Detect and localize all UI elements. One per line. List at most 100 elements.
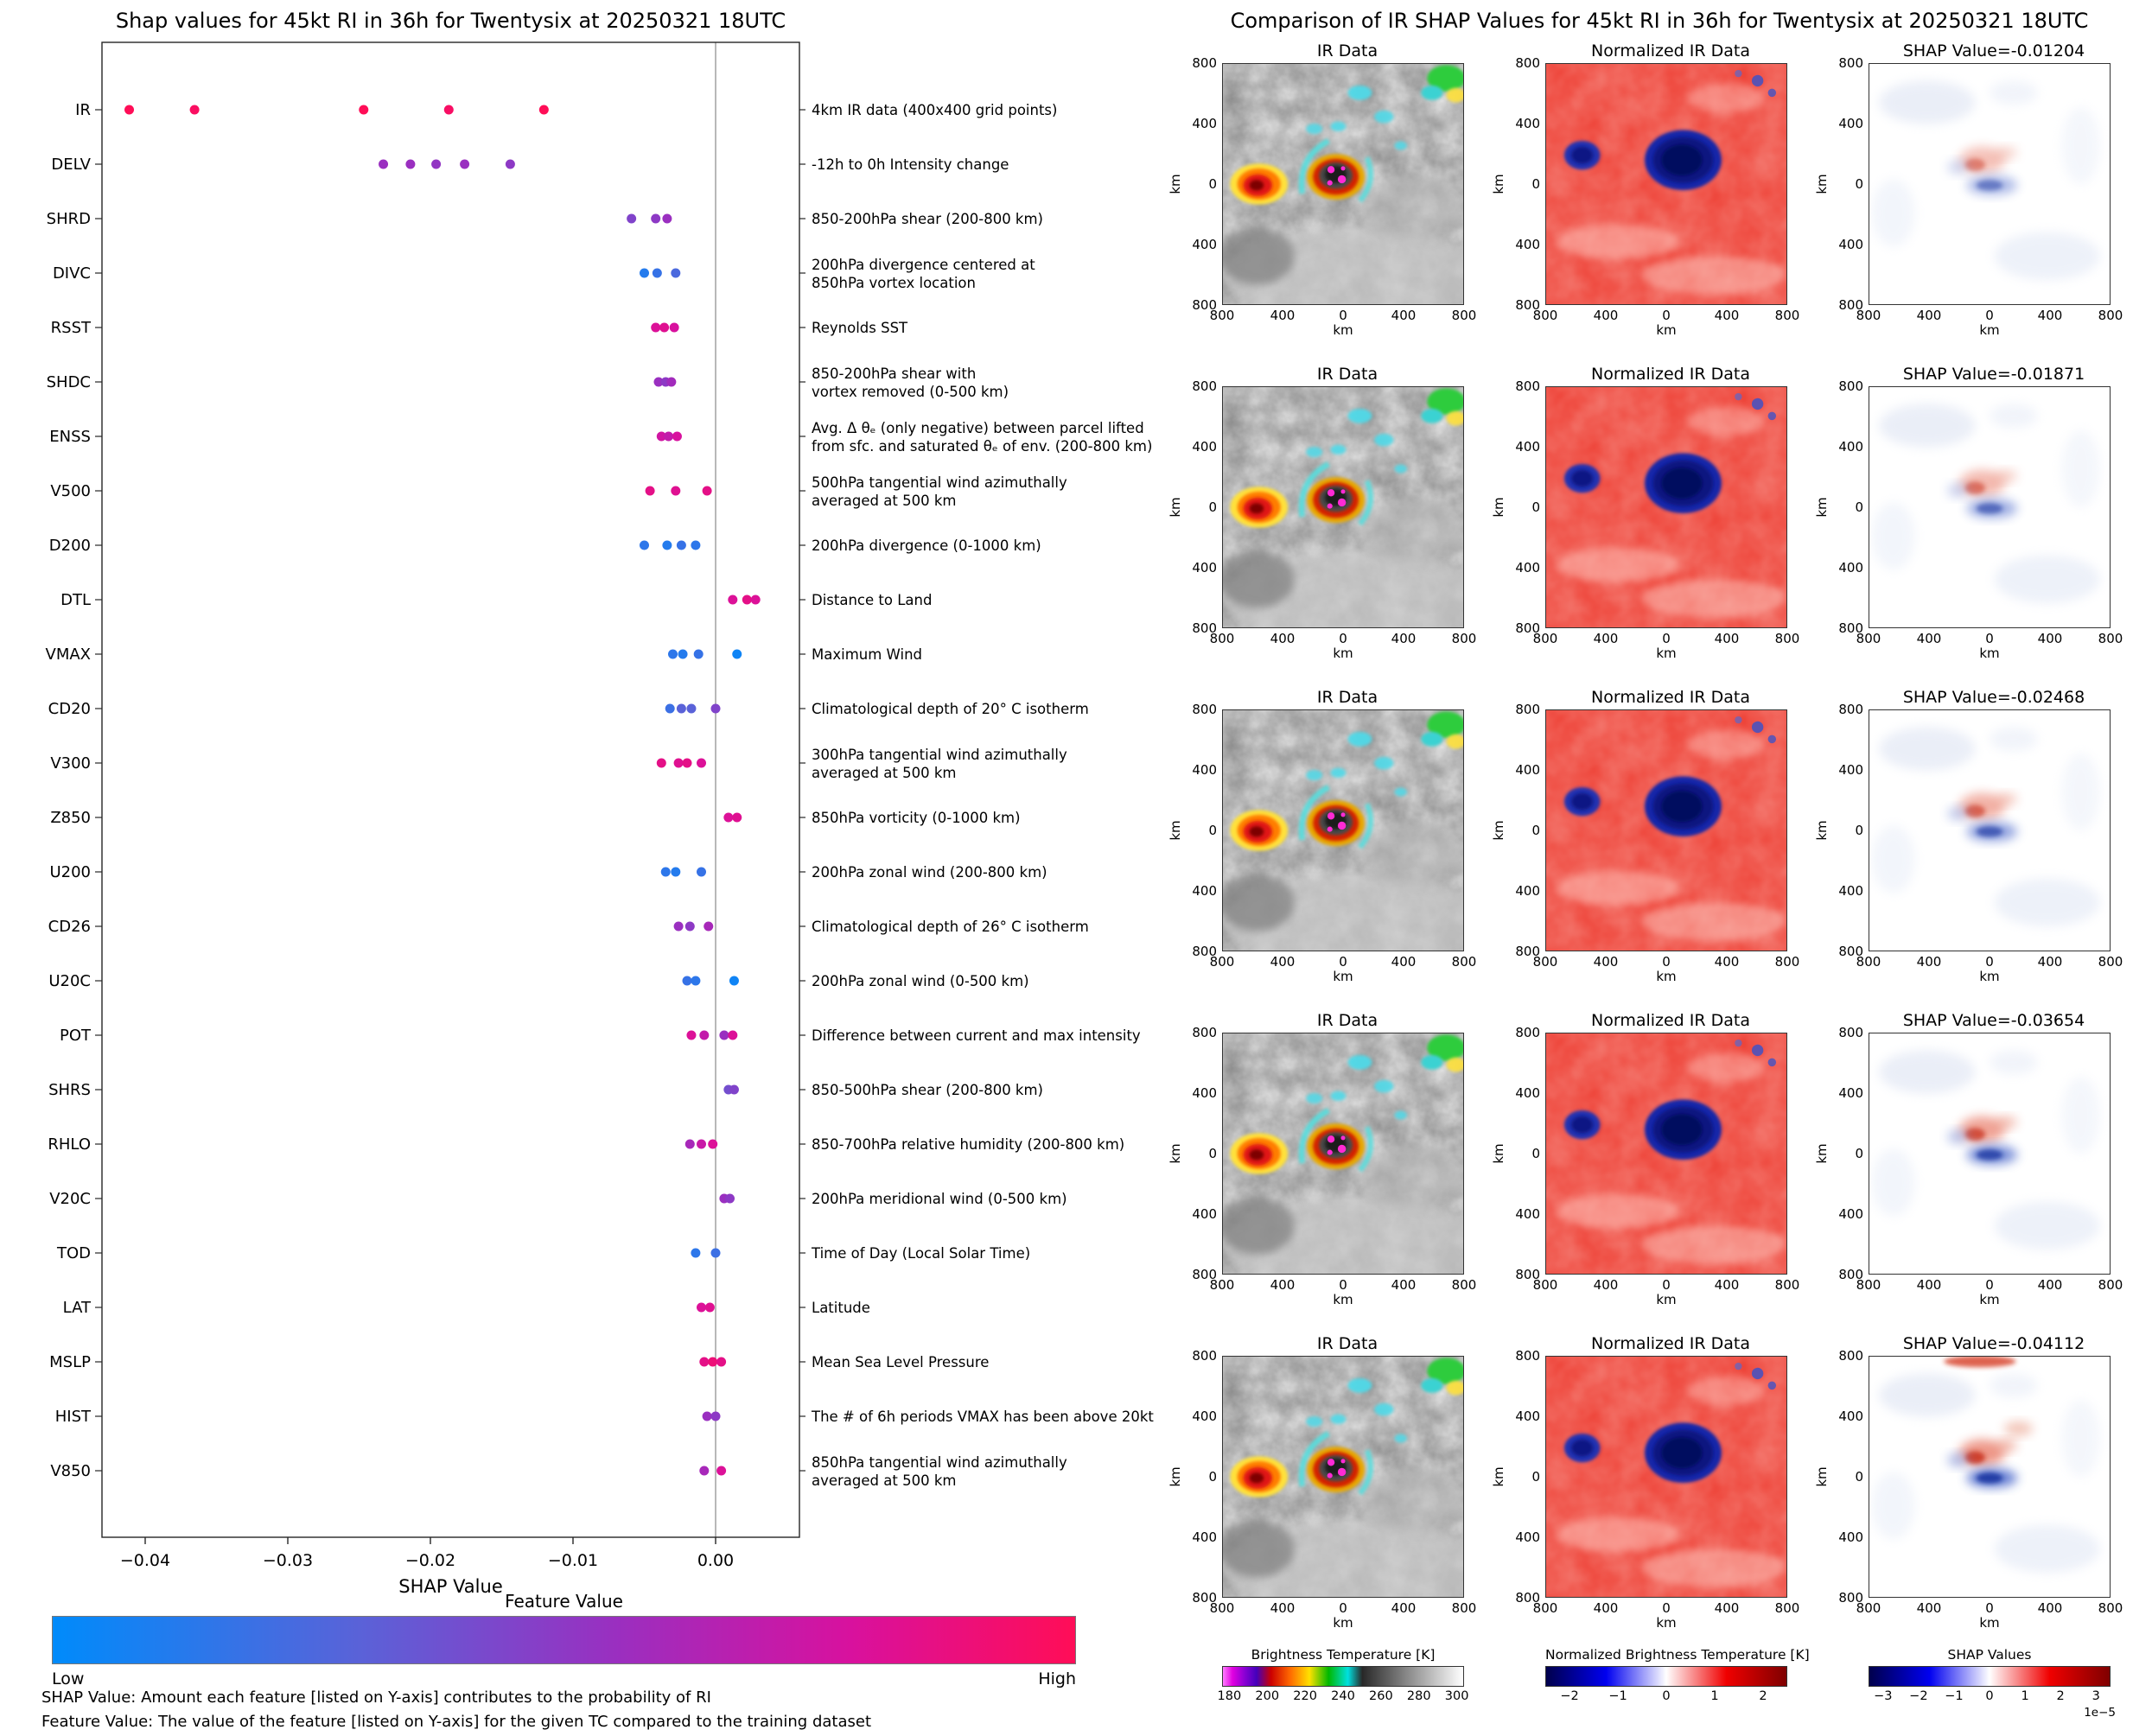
y-tick-label: 0 [1208,1469,1217,1485]
shap-map-cell: SHAP Value=-0.02468 km 800 400 0 400 800 800 40… [1813,688,2136,985]
map-grid: IR Data km 800 400 0 400 800 800 400 0 400 800 km No… [1167,41,2136,1631]
shap-point [124,105,135,115]
x-tick-row: 800 400 0 400 800 [1210,951,1477,970]
shap-point [359,105,369,115]
normalized-ir-map-cell: Normalized IR Data km 800 400 0 400 800 800 400… [1490,1334,1813,1631]
shap-point [723,812,734,823]
colorbar-low-label: Low [52,1669,85,1688]
y-tick-label: 400 [1838,762,1863,778]
x-tick-label: 400 [1714,1277,1740,1293]
x-axis-label: km [1333,1615,1353,1631]
feature-value-colorbar [52,1616,1076,1664]
shap-map-cell: SHAP Value=-0.03654 km 800 400 0 400 800 800 40… [1813,1011,2136,1308]
y-tick-label: 800 [1838,620,1863,636]
feature-description: 850hPa vorticity (0-1000 km) [812,810,1021,826]
feature-label: POT [60,1027,92,1045]
shap-point [443,105,454,115]
shap-point [699,1466,710,1476]
ir-comparison-panel: Comparison of IR SHAP Values for 45kt RI… [1167,0,2152,1736]
y-tick-label: 800 [1838,702,1863,717]
shap-map-image [1869,1356,2111,1598]
x-tick-label: 800 [1532,954,1558,970]
y-tick-label: 400 [1515,237,1540,252]
y-tick-column: 800 400 0 400 800 [1830,1348,1869,1606]
x-tick-label: 800 [1774,1277,1800,1293]
map-body: km 800 400 0 400 800 [1167,702,1490,959]
shap-point [691,1248,701,1258]
feature-label: V300 [50,754,91,773]
shap-point [640,540,649,550]
feature-description: 850-200hPa shear (200-800 km) [812,211,1043,227]
y-tick-label: 800 [1515,297,1540,313]
x-tick-label: 800 [1532,308,1558,323]
colorbar-gradient [1869,1666,2111,1687]
map-title: IR Data [1316,41,1378,60]
x-tick-label: 800 [2098,1277,2123,1293]
colorbar-ticks: −3 −2 −1 0 1 2 3 [1869,1687,2111,1704]
feature-label: RHLO [48,1135,91,1154]
normalized-ir-map-cell: Normalized IR Data km 800 400 0 400 800 800 400… [1490,1011,1813,1308]
plot-frame [101,41,800,1538]
y-tick-label: 800 [1838,944,1863,959]
y-tick-label: 400 [1838,237,1863,252]
x-axis-label: km [1979,1615,2000,1631]
colorbar-tick-label: 280 [1406,1689,1431,1703]
feature-description: Time of Day (Local Solar Time) [811,1245,1030,1262]
shap-map-image [1869,709,2111,951]
x-tick-label: 800 [1532,631,1558,646]
y-axis-label: km [1168,174,1183,194]
normalized-ir-map-cell: Normalized IR Data km 800 400 0 400 800 800 400… [1490,688,1813,985]
x-tick-label: 800 [1856,1277,1881,1293]
normalized-brightness-temperature-colorbar: Normalized Brightness Temperature [K] −2−… [1545,1647,1810,1704]
feature-label: CD26 [48,918,91,936]
feature-label: SHRS [48,1081,91,1099]
x-tick-label: 400 [2037,308,2063,323]
x-tick-label: 800 [1451,954,1477,970]
x-tick-label: 800 [1856,631,1881,646]
shap-summary-panel: Shap values for 45kt RI in 36h for Twent… [41,9,1154,1731]
x-tick-label: 400 [1391,1600,1417,1616]
shap-value-footnote: SHAP Value: Amount each feature [listed … [41,1688,711,1707]
feature-description: 850hPa vortex location [812,275,976,291]
y-tick-label: 800 [1192,55,1217,71]
feature-description: Climatological depth of 26° C isotherm [812,919,1089,935]
shap-point [405,159,416,169]
shap-point [651,322,661,333]
shap-point [460,159,470,169]
y-tick-label: 400 [1838,1529,1863,1545]
shap-point [686,703,697,714]
x-tick-label: 800 [1532,1600,1558,1616]
shap-point [682,758,692,768]
ir-map-image [1222,709,1464,951]
colorbar-tick-label: 2 [2056,1689,2065,1703]
y-axis-label: km [1814,497,1830,518]
right-panel-title: Comparison of IR SHAP Values for 45kt RI… [1230,9,2089,33]
feature-description: averaged at 500 km [812,765,956,781]
colorbar-tick-label: −3 [1874,1689,1893,1703]
x-tick-label: 400 [1270,1277,1296,1293]
x-tick-label: 400 [1916,1600,1942,1616]
feature-description: 300hPa tangential wind azimuthally [812,747,1067,763]
y-tick-label: 0 [1855,176,1863,192]
feature-description: Mean Sea Level Pressure [812,1354,989,1370]
x-tick-label: 800 [1209,1600,1235,1616]
shap-point [662,540,672,550]
y-tick-label: 400 [1192,1529,1217,1545]
x-axis-label: km [1656,1292,1677,1307]
x-tick-row: 800 400 0 400 800 [1210,1598,1477,1616]
x-tick-label: 0 [1985,308,1994,323]
feature-description: 850hPa tangential wind azimuthally [812,1454,1067,1471]
x-tick-label: 800 [1451,308,1477,323]
y-tick-label: 0 [1208,499,1217,515]
x-tick-label: 400 [1714,308,1740,323]
feature-description: vortex removed (0-500 km) [812,384,1009,400]
shap-map-cell: SHAP Value=-0.01871 km 800 400 0 400 800 800 40… [1813,365,2136,662]
shap-map-image [1869,386,2111,628]
colorbar-ticks: 180 200 220 240 260 280 300 [1218,1687,1469,1704]
feature-label: DELV [51,156,91,174]
map-body: km 800 400 0 400 800 [1167,55,1490,313]
shap-point [693,649,704,659]
shap-point [669,322,679,333]
y-tick-label: 0 [1531,499,1540,515]
shap-point [716,1466,727,1476]
